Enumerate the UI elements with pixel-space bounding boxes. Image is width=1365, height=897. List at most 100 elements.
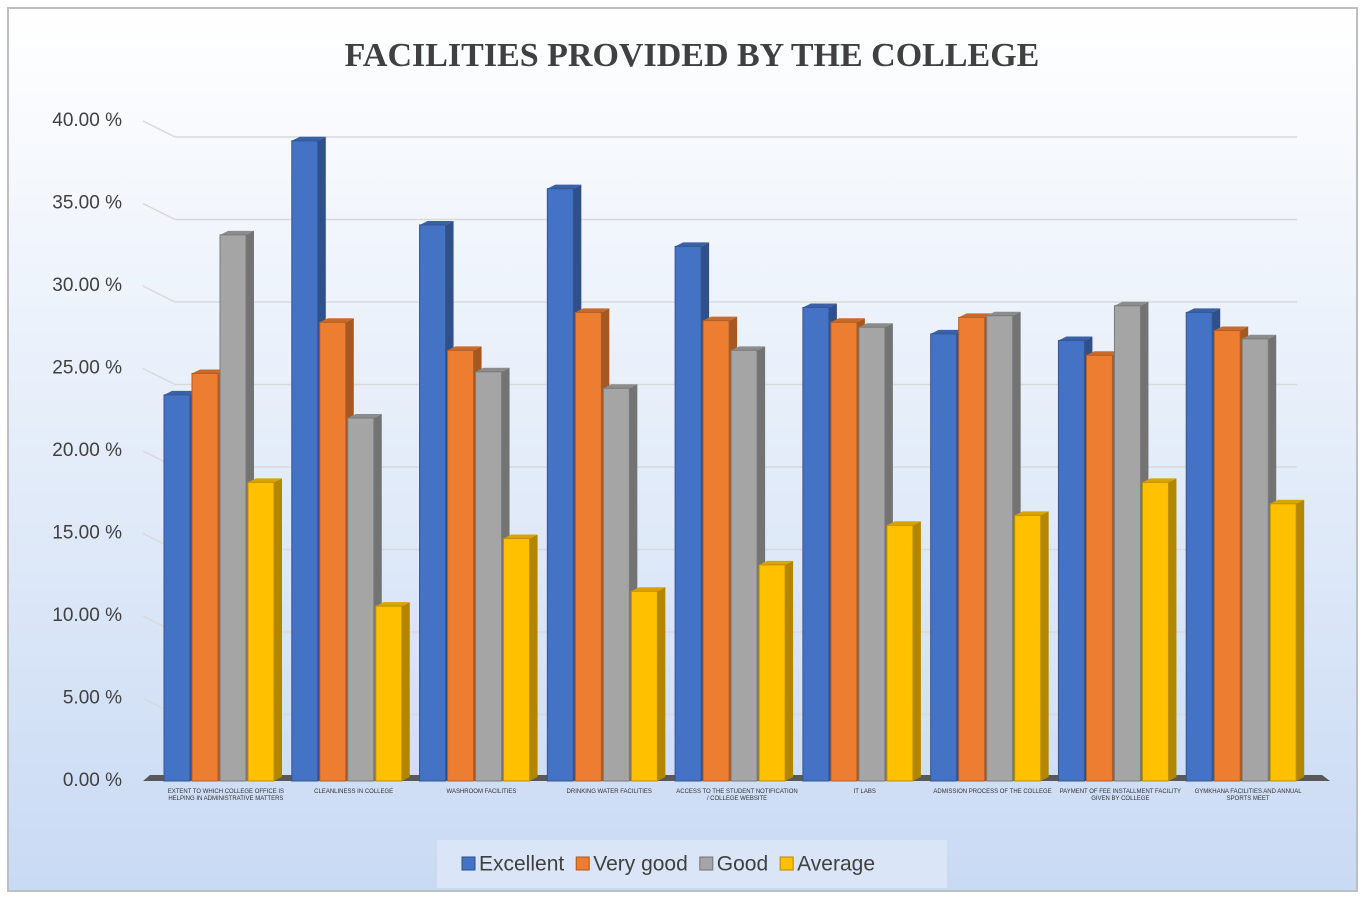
legend-swatch xyxy=(461,856,476,871)
bar xyxy=(419,224,447,782)
bar xyxy=(163,394,191,782)
bar-side xyxy=(785,560,794,781)
bar-top xyxy=(930,329,965,334)
bar-top xyxy=(291,136,326,141)
y-tick-label: 30.00 % xyxy=(52,275,122,296)
bar-top xyxy=(319,318,354,323)
bar-side xyxy=(1168,478,1177,781)
bar-top xyxy=(1142,478,1177,483)
bar-top xyxy=(503,534,538,539)
bar xyxy=(602,387,630,782)
legend-swatch xyxy=(779,856,794,871)
legend-swatch xyxy=(575,856,590,871)
bar-side xyxy=(401,602,410,781)
legend-label: Very good xyxy=(593,853,688,876)
bar-top xyxy=(830,318,865,323)
bar xyxy=(802,306,830,782)
bar xyxy=(375,605,403,782)
x-tick-label: PAYMENT OF FEE INSTALLMENT FACILITY GIVE… xyxy=(1059,789,1182,802)
bar-side xyxy=(657,587,666,781)
grid-line xyxy=(142,120,1297,138)
bar xyxy=(986,315,1014,782)
bar xyxy=(1213,330,1241,782)
y-tick-label: 10.00 % xyxy=(52,605,122,626)
bar xyxy=(674,245,702,782)
bar-top xyxy=(1014,511,1049,516)
x-tick-label: IT LABS xyxy=(853,789,876,795)
bar xyxy=(886,524,914,782)
y-tick-label: 40.00 % xyxy=(52,110,122,131)
bar-top xyxy=(192,369,226,374)
legend-label: Average xyxy=(797,853,875,876)
bar-top xyxy=(575,308,610,313)
bar-top xyxy=(220,230,254,235)
y-tick-label: 35.00 % xyxy=(52,193,122,214)
bar-top xyxy=(958,313,993,318)
y-tick-label: 15.00 % xyxy=(52,523,122,544)
bar xyxy=(1085,354,1113,782)
grid-line xyxy=(142,285,1297,303)
bar-top xyxy=(802,303,837,308)
bar-top xyxy=(675,242,710,247)
bar xyxy=(630,590,658,782)
bar-top xyxy=(1214,326,1249,331)
y-tick-label: 0.00 % xyxy=(63,770,122,791)
legend-label: Excellent xyxy=(479,853,564,876)
bar-side xyxy=(1296,499,1305,781)
y-tick-label: 5.00 % xyxy=(63,688,122,709)
grid-line xyxy=(142,367,1297,386)
bar-top xyxy=(248,478,282,483)
x-tick-label: ADMISSION PROCESS OF THE COLLEGE xyxy=(933,789,1052,795)
x-tick-label: ACCESS TO THE STUDENT NOTIFICATION / COL… xyxy=(676,789,798,802)
bar-top xyxy=(886,521,921,526)
bar xyxy=(191,372,219,782)
bar xyxy=(930,333,958,782)
bar xyxy=(1269,503,1297,782)
bar xyxy=(503,537,531,782)
bar-side xyxy=(274,478,282,781)
bar-top xyxy=(447,346,482,351)
bar-side xyxy=(912,521,921,781)
legend-label: Good xyxy=(717,853,768,876)
bar-top xyxy=(731,346,766,351)
bar-top xyxy=(631,587,666,592)
bar xyxy=(1141,481,1169,782)
bar-top xyxy=(1058,336,1093,341)
bar xyxy=(1014,514,1042,782)
bar xyxy=(702,320,730,782)
bar-top xyxy=(703,316,738,321)
bar xyxy=(1113,305,1141,782)
bar xyxy=(475,371,503,782)
bar xyxy=(347,417,375,782)
bar-top xyxy=(986,311,1021,316)
bar-top xyxy=(419,220,454,225)
bar xyxy=(219,234,247,782)
grid-line xyxy=(142,202,1297,221)
bar xyxy=(247,481,275,782)
x-tick-label: DRINKING WATER FACILITIES xyxy=(566,789,652,795)
bar xyxy=(730,349,758,782)
bar-top xyxy=(547,184,582,189)
x-tick-label: WASHROOM FACILITIES xyxy=(446,789,517,795)
bar xyxy=(830,321,858,782)
bar xyxy=(291,140,319,782)
bar-top xyxy=(164,390,198,395)
bar xyxy=(758,564,786,782)
bar-top xyxy=(1270,499,1305,504)
bar-top xyxy=(1186,308,1221,313)
bar xyxy=(1185,311,1213,782)
y-tick-label: 25.00 % xyxy=(52,358,122,379)
bar-top xyxy=(603,384,638,389)
legend-box xyxy=(437,840,947,888)
bar xyxy=(574,311,602,782)
bar-top xyxy=(1086,351,1121,356)
bar xyxy=(1241,338,1269,782)
bar xyxy=(546,188,574,782)
bar-top xyxy=(1242,334,1277,339)
bar-top xyxy=(1114,301,1149,306)
legend-swatch xyxy=(699,856,714,871)
bar-side xyxy=(529,534,538,781)
bar xyxy=(319,321,347,782)
